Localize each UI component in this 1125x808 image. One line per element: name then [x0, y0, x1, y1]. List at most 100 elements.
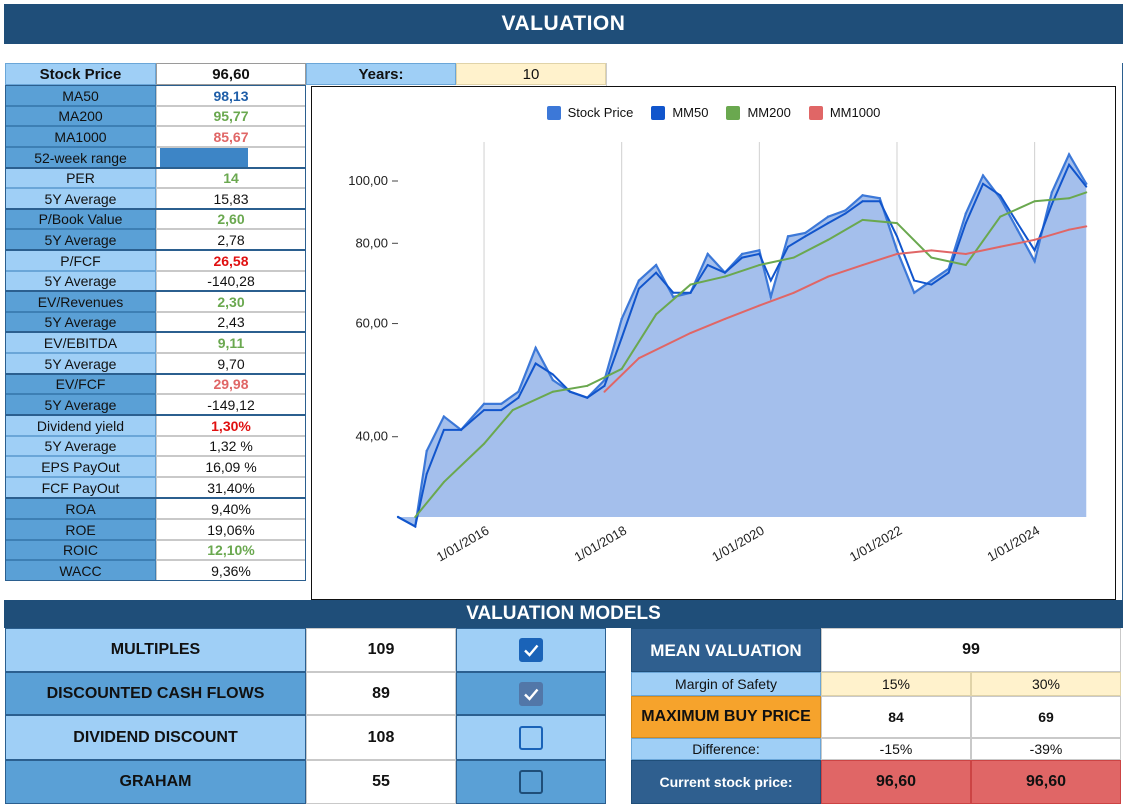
mm200-point: [551, 390, 554, 393]
per-label: PER: [5, 168, 156, 188]
ma50-label: MA50: [5, 85, 156, 106]
epspayout-value: 16,09 %: [156, 456, 306, 477]
stock-price-point: [672, 295, 675, 299]
mm50-point: [913, 279, 916, 282]
evrev-avg-value: 2,43: [156, 312, 306, 332]
model-dcf-checkbox[interactable]: [519, 681, 543, 706]
mm200-point: [511, 409, 514, 412]
model-graham-checkbox[interactable]: [519, 770, 543, 794]
mm50-point: [706, 264, 709, 267]
mm50-point: [637, 287, 640, 290]
mm50-point: [804, 235, 807, 238]
stock-price-point: [620, 317, 623, 321]
mm50-point: [425, 472, 428, 475]
mm1000-point: [603, 390, 606, 393]
mm50-point: [964, 222, 967, 225]
model-ddm-checkbox[interactable]: [519, 725, 543, 750]
years-input[interactable]: 10: [456, 63, 606, 85]
mm200-point: [442, 481, 445, 484]
divyield-avg-label: 5Y Average: [5, 436, 156, 456]
y-tick-label: 40,00: [355, 429, 388, 444]
legend-label-mm1000: MM1000: [829, 105, 881, 120]
mm50-point: [930, 283, 933, 286]
model-multiples-checkbox[interactable]: [519, 638, 543, 662]
stock-price-point: [826, 215, 830, 218]
legend-swatch-mm200: [726, 105, 741, 120]
ma1000-label: MA1000: [5, 126, 156, 147]
mm200-point: [930, 256, 933, 259]
y-tick-label: 60,00: [355, 316, 388, 331]
legend-label-mm50: MM50: [672, 105, 709, 120]
model-dcf-check-cell: [456, 672, 606, 715]
mm200-point: [620, 367, 623, 370]
stock-price-point: [442, 415, 446, 418]
model-dcf-value: 89: [306, 672, 456, 715]
mm50-point: [569, 390, 572, 393]
mm200-point: [827, 238, 830, 241]
margin-15[interactable]: 15%: [821, 672, 971, 696]
per-avg-value: 15,83: [156, 188, 306, 209]
mm200-point: [1085, 191, 1088, 194]
ma200-value: 95,77: [156, 106, 306, 126]
pfcf-avg-value: -140,28: [156, 271, 306, 291]
model-ddm-check-cell: [456, 715, 606, 760]
roa-value: 9,40%: [156, 498, 306, 519]
margin-30[interactable]: 30%: [971, 672, 1121, 696]
stock-price-point: [878, 197, 881, 200]
x-tick-label: 1/01/2024: [985, 523, 1043, 565]
pfcf-value: 26,58: [156, 250, 306, 271]
roe-label: ROE: [5, 519, 156, 540]
valuation-models-title: VALUATION MODELS: [4, 600, 1123, 628]
mm50-point: [414, 525, 417, 528]
stock-price-point: [740, 252, 744, 256]
mm50-point: [1085, 185, 1088, 188]
mm1000-point: [758, 304, 761, 307]
mm50-point: [620, 336, 623, 339]
mm50-point: [844, 212, 847, 215]
stock-price-point: [425, 449, 428, 453]
range52-cell: [156, 147, 306, 168]
legend-mm50[interactable]: MM50: [651, 105, 708, 120]
stock-price-point: [534, 346, 537, 350]
mm1000-point: [1085, 225, 1088, 228]
evfcf-value: 29,98: [156, 374, 306, 394]
evfcf-avg-label: 5Y Average: [5, 394, 156, 415]
stock-price-point: [930, 279, 933, 282]
pbook-value: 2,60: [156, 209, 306, 229]
stock-price-point: [637, 279, 641, 282]
model-multiples-check-cell: [456, 628, 606, 672]
page-title: VALUATION: [4, 4, 1123, 44]
roa-label: ROA: [5, 498, 156, 519]
mm1000-point: [999, 245, 1002, 248]
stock-price-point: [804, 231, 807, 235]
current-price-label: Current stock price:: [631, 760, 821, 804]
divyield-avg-value: 1,32 %: [156, 436, 306, 456]
mm200-point: [723, 275, 726, 278]
pfcf-label: P/FCF: [5, 250, 156, 271]
max-buy-15: 84: [821, 696, 971, 738]
roe-value: 19,06%: [156, 519, 306, 540]
legend-mm1000[interactable]: MM1000: [808, 105, 881, 120]
stock-price-point: [981, 174, 985, 177]
epspayout-label: EPS PayOut: [5, 456, 156, 477]
stock-price-point: [603, 378, 606, 382]
legend-swatch-mm1000: [808, 105, 823, 120]
x-tick-label: 1/01/2018: [572, 523, 630, 565]
mm50-point: [999, 194, 1002, 197]
model-ddm-value: 108: [306, 715, 456, 760]
mm50-point: [442, 428, 445, 431]
legend-mm200[interactable]: MM200: [726, 105, 791, 120]
stock-price-point: [517, 390, 520, 393]
stock-price-point: [786, 235, 790, 238]
evebitda-avg-value: 9,70: [156, 353, 306, 374]
legend-stock-price[interactable]: Stock Price: [546, 105, 633, 120]
mm1000-point: [689, 332, 692, 335]
mm50-point: [787, 245, 790, 248]
mm50-point: [723, 271, 726, 274]
legend-swatch-stock-price: [546, 105, 561, 120]
pbook-avg-value: 2,78: [156, 229, 306, 250]
x-tick-label: 1/01/2016: [434, 523, 492, 565]
ma200-label: MA200: [5, 106, 156, 126]
range52-bar: [160, 148, 248, 167]
check-icon: [524, 644, 539, 657]
